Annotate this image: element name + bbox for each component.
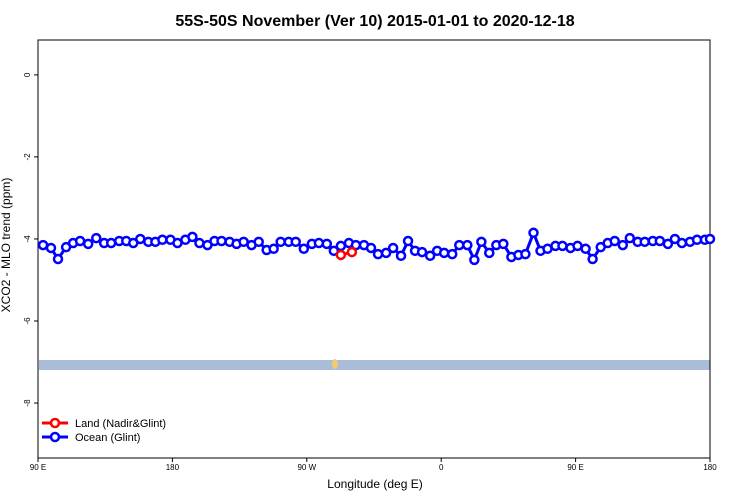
data-point <box>704 233 716 245</box>
data-point <box>275 236 286 248</box>
data-point <box>372 248 384 260</box>
legend: Land (Nadir&Glint) Ocean (Glint) <box>42 417 166 444</box>
data-point <box>335 249 347 261</box>
data-point <box>335 240 347 252</box>
data-point <box>676 237 688 249</box>
y-tick-label: -4 <box>23 235 32 243</box>
data-point <box>424 250 436 262</box>
data-point <box>395 250 407 262</box>
data-point <box>520 248 531 260</box>
x-tick-label: 90 E <box>30 463 46 472</box>
data-point <box>662 238 674 250</box>
y-tick-label: -2 <box>23 153 32 161</box>
data-point <box>82 238 94 250</box>
plot-frame <box>37 39 711 459</box>
x-tick-label: 180 <box>166 463 180 472</box>
data-point <box>90 232 102 244</box>
data-point <box>290 236 301 248</box>
data-point <box>469 254 480 266</box>
data-point <box>587 253 598 265</box>
data-point <box>268 243 279 255</box>
data-point <box>45 242 57 254</box>
data-point <box>498 238 509 250</box>
y-tick-label: -8 <box>23 399 32 407</box>
data-point <box>580 243 591 255</box>
data-point <box>194 237 205 249</box>
data-point <box>321 238 333 250</box>
data-point <box>402 235 414 247</box>
data-point <box>105 237 117 249</box>
data-point <box>135 233 146 245</box>
data-point <box>447 248 458 260</box>
data-point <box>476 236 487 248</box>
data-point <box>187 231 198 243</box>
data-point <box>216 235 227 247</box>
data-point <box>528 227 539 239</box>
data-point <box>157 234 168 246</box>
data-point <box>298 243 310 255</box>
x-axis-label: Longitude (deg E) <box>327 477 422 491</box>
data-point <box>654 235 666 247</box>
data-point <box>557 240 568 252</box>
data-point <box>454 239 465 251</box>
data-point <box>416 246 428 258</box>
data-point <box>438 247 450 259</box>
data-point <box>639 236 650 248</box>
y-tick-label: -6 <box>23 317 32 325</box>
x-tick-label: 0 <box>439 463 444 472</box>
legend-marker <box>49 417 61 429</box>
legend-label: Ocean (Glint) <box>75 432 140 444</box>
data-point <box>52 253 64 265</box>
y-axis-label: XCO2 - MLO trend (ppm) <box>0 178 13 313</box>
x-tick-label: 90 E <box>567 463 583 472</box>
x-tick-label: 90 W <box>297 463 316 472</box>
data-point <box>253 236 264 248</box>
legend-marker <box>49 431 61 443</box>
data-point <box>462 239 473 251</box>
chart-title: 55S-50S November (Ver 10) 2015-01-01 to … <box>175 13 574 30</box>
data-point <box>387 242 399 254</box>
y-tick-label: 0 <box>23 72 32 77</box>
x-tick-label: 180 <box>703 463 717 472</box>
legend-label: Land (Nadir&Glint) <box>75 418 166 430</box>
land-patch <box>332 359 338 369</box>
marks <box>37 227 716 266</box>
data-point <box>365 242 377 254</box>
data-point <box>572 240 583 252</box>
data-point <box>609 235 620 247</box>
data-point <box>346 246 358 258</box>
data-point <box>380 247 392 259</box>
data-point <box>484 247 495 259</box>
data-point <box>617 239 629 251</box>
data-point <box>624 232 636 244</box>
data-point <box>74 235 86 247</box>
land-strip <box>39 360 710 370</box>
